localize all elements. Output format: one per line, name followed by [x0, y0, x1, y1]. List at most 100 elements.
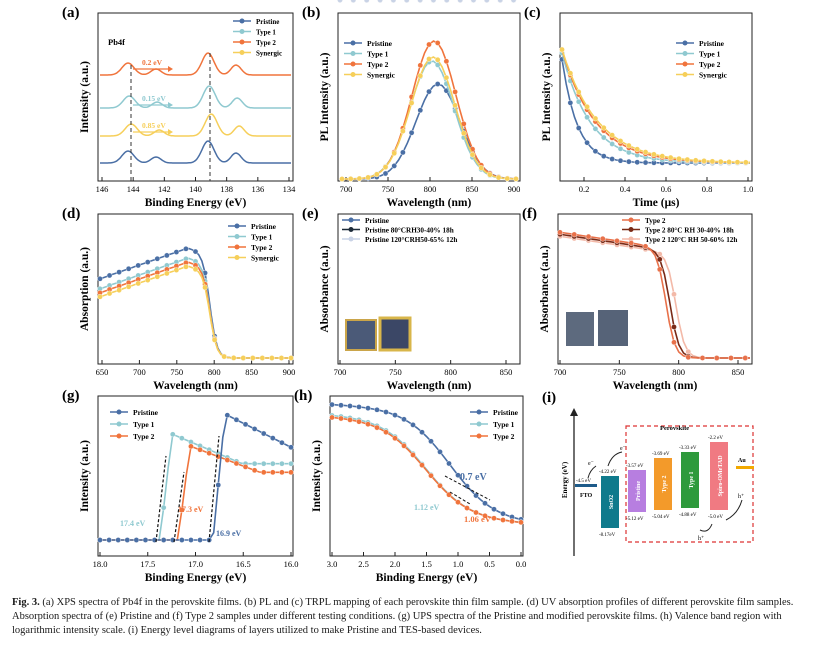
pl-curve-marker — [478, 165, 485, 171]
legend-marker — [239, 39, 245, 45]
x-tick-label: 0.0 — [516, 559, 527, 569]
abs-curve-marker — [125, 283, 132, 290]
level-label: -3.57 eV — [626, 464, 644, 469]
vb-curve-marker — [500, 510, 506, 517]
absorbance-curve-marker — [484, 0, 490, 3]
ups-curve-marker — [133, 537, 140, 543]
legend-entry: Pristine — [699, 39, 725, 48]
legend-entry: Type 1 — [493, 420, 515, 429]
ups-curve-marker — [124, 537, 131, 543]
legend-entry: Type 2 120°C RH 50-60% 12h — [645, 236, 737, 244]
ups-curve-marker — [97, 537, 103, 543]
layer-name: Type 1 — [689, 471, 695, 488]
legend-entry: Synergic — [251, 254, 280, 263]
x-tick-label: 800 — [424, 184, 437, 194]
level-label: -4.5 eV — [576, 479, 591, 484]
vb-curve-marker — [347, 417, 353, 423]
ups-curve-marker — [206, 450, 212, 456]
vb-curve-marker — [383, 409, 389, 415]
trpl-curve-marker — [584, 139, 590, 146]
fit-line — [444, 475, 491, 501]
ups-curve-marker — [188, 443, 194, 450]
legend-marker — [348, 227, 354, 232]
panel-h: (h) 3.0 2.5 2.0 1.5 1.0 0.5 0.0 Binding Energy (… — [294, 388, 526, 584]
vb-curve-marker — [392, 412, 398, 418]
trpl-curve-marker — [667, 154, 674, 161]
abs-curve-marker — [116, 269, 122, 275]
abs-curve-marker — [135, 262, 141, 269]
inset-label: Pb4f — [108, 37, 125, 47]
vb-curve-marker — [374, 424, 380, 431]
trpl-curve-marker — [626, 142, 632, 149]
ups-curve-marker — [179, 506, 185, 513]
hole-arrow — [725, 499, 743, 521]
legend-marker — [628, 217, 634, 223]
x-tick-label: 140 — [189, 184, 202, 194]
legend-marker — [476, 421, 482, 427]
trpl-curve-marker — [617, 157, 624, 164]
absorbance-curve-marker — [350, 0, 357, 3]
abs-curve-marker — [106, 290, 113, 297]
trpl-curve-marker — [592, 148, 599, 154]
pl-curve-marker — [426, 88, 432, 95]
ups-curve-marker — [169, 431, 176, 438]
panel-b: (b) 700 750 800 850 900 Wavelength (nm) PL Inte… — [302, 5, 521, 209]
absorbance-curve-marker — [713, 355, 720, 361]
vbm-annotation: 1.12 eV — [414, 503, 440, 512]
panel-letter: (b) — [302, 5, 320, 21]
pl-curve-marker — [504, 175, 511, 182]
vb-curve-marker — [419, 462, 425, 468]
ups-curve-marker — [224, 412, 231, 418]
abs-curve-marker — [192, 266, 199, 273]
x-tick-label: 18.0 — [93, 559, 108, 569]
panel-i: (i) Energy (eV) Perovskite -4.5 eV FTO -4.22 … — [542, 390, 754, 556]
absorbance-curve-marker — [403, 0, 410, 3]
plot-frame — [557, 213, 753, 365]
x-axis-label: Wavelength (nm) — [387, 197, 472, 209]
electron-arrow — [607, 451, 623, 467]
absorbance-curve-marker — [444, 0, 450, 3]
legend-marker — [682, 40, 688, 46]
electron-arrow — [587, 465, 597, 479]
panel-e: (e) 700 750 800 850 Wavelength (nm) Absorbance… — [302, 0, 521, 392]
abs-curve-marker — [288, 355, 294, 361]
y-axis-label: Intensity (a.u.) — [79, 440, 91, 512]
vb-curve-marker — [509, 518, 515, 525]
pl-curve-marker — [452, 102, 458, 109]
pl-curve-marker — [347, 176, 354, 182]
x-tick-label: 1.0 — [453, 559, 464, 569]
abs-curve-marker — [97, 293, 103, 300]
legend-entry: Type 2 — [493, 432, 515, 441]
figure-caption: Fig. 3. (a) XPS spectra of Pb4f in the p… — [12, 596, 824, 638]
trpl-curve-marker — [575, 125, 582, 131]
film-photo — [378, 316, 412, 352]
pl-curve-marker — [426, 41, 432, 48]
pl-curve-line — [342, 83, 517, 180]
vb-curve-marker — [365, 405, 371, 411]
ups-curve-marker — [288, 469, 294, 476]
abs-curve-marker — [202, 284, 208, 291]
vb-curve-marker — [518, 519, 524, 526]
abs-curve-marker — [211, 337, 218, 343]
vb-curve-marker — [482, 512, 488, 519]
legend-entry: Pristine — [256, 18, 279, 26]
x-tick-label: 650 — [96, 367, 109, 377]
trpl-curve-marker — [617, 138, 624, 144]
x-tick-label: 850 — [500, 367, 513, 377]
pl-curve-marker — [417, 72, 424, 79]
abs-curve-marker — [192, 248, 199, 255]
abs-curve-marker — [154, 273, 161, 280]
absorbance-curve-marker — [671, 324, 677, 330]
layer-Type1 — [681, 452, 699, 508]
pl-curve-marker — [408, 129, 415, 136]
plot-frame — [337, 12, 521, 182]
panel-letter: (d) — [62, 206, 80, 222]
vb-curve-marker — [464, 505, 470, 511]
trpl-curve-marker — [676, 155, 682, 162]
plot-frame — [559, 12, 753, 182]
fit-line — [449, 491, 471, 505]
legend-marker — [628, 236, 634, 242]
fit-line — [208, 435, 220, 543]
level-label: -4.22 eV — [599, 470, 617, 475]
xps-spectrum — [100, 140, 291, 164]
